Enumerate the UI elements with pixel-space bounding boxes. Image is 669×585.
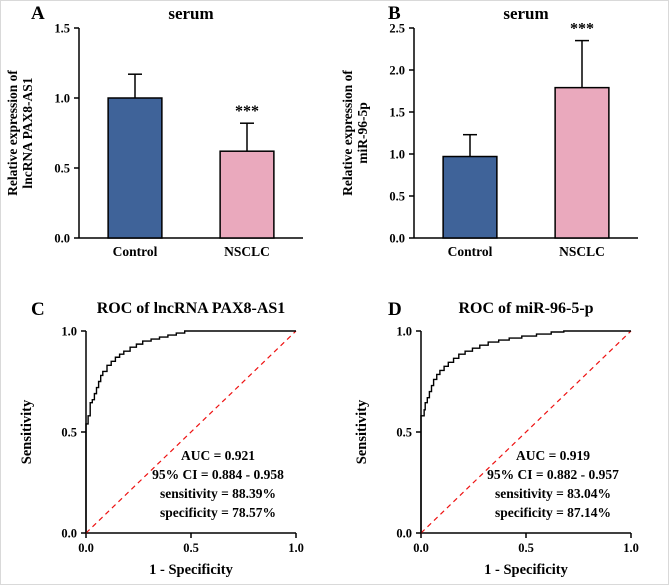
roc-curve [85, 330, 296, 533]
y-tick-label: 1.0 [389, 148, 405, 162]
x-axis-label: 1 - Specificity [484, 562, 569, 578]
x-category-label: Control [448, 244, 493, 259]
bar-control [442, 155, 498, 239]
y-axis-label: Relative expression of [5, 70, 20, 196]
y-axis-label: Relative expression of [340, 70, 355, 196]
roc-curve [420, 330, 631, 533]
stats-annotation-line: sensitivity = 88.39% [160, 486, 276, 501]
stats-annotation-line: sensitivity = 83.04% [495, 486, 611, 501]
y-tick-label: 0.0 [389, 232, 405, 246]
significance-stars: *** [235, 103, 259, 120]
stats-annotation-line: specificity = 78.57% [160, 505, 276, 520]
x-category-label: Control [113, 244, 158, 259]
bar-chart-mir-96-5p: serum 0.0 0.5 1.0 1.5 2.0 2.5 Relative expressi… [340, 4, 638, 259]
x-tick-label: 0.5 [518, 541, 534, 555]
x-category-label: NSCLC [559, 244, 605, 259]
y-tick-label: 1.5 [389, 106, 405, 120]
y-tick-label: 0.5 [396, 426, 412, 440]
y-axis-label: miR-96-5p [355, 102, 370, 164]
y-tick-label: 1.0 [396, 325, 412, 339]
x-tick-label: 1.0 [288, 541, 304, 555]
y-tick-label: 1.5 [54, 22, 70, 36]
stats-annotation-line: 95% CI = 0.884 - 0.958 [152, 467, 284, 482]
y-axis-label: Sensitivity [354, 399, 370, 464]
panel-label-a: A [31, 3, 45, 24]
significance-stars: *** [570, 21, 594, 38]
y-tick-label: 0.5 [389, 190, 405, 204]
bar-nsclc [554, 86, 610, 239]
bar-nsclc [219, 150, 275, 239]
y-tick-label: 1.0 [54, 92, 70, 106]
y-tick-label: 2.5 [389, 22, 405, 36]
roc-curve-pax8-as1: ROC of lncRNA PAX8-AS1 1 - Specificity Sen… [19, 300, 304, 578]
panel-b-serum-mir-96-5p: B serum 0.0 0.5 1.0 1.5 2.0 2.5 Relative expres… [336, 1, 668, 294]
chart-title: serum [168, 4, 213, 23]
y-tick-label: 0.5 [54, 162, 70, 176]
panel-d-roc-mir-96-5p: D ROC of miR-96-5-p 1 - Specificity Sensit… [336, 293, 668, 584]
x-tick-label: 0.0 [413, 541, 429, 555]
x-tick-label: 1.0 [623, 541, 639, 555]
y-tick-label: 0.5 [61, 426, 77, 440]
y-axis-label: Sensitivity [19, 399, 35, 464]
chance-diagonal-line [420, 330, 632, 534]
y-axis-label: lncRNA PAX8-AS1 [20, 77, 35, 188]
stats-annotation-line: AUC = 0.921 [181, 448, 255, 463]
chart-title: ROC of lncRNA PAX8-AS1 [97, 300, 286, 317]
x-axis-label: 1 - Specificity [149, 562, 234, 578]
bar-control [107, 97, 163, 239]
roc-curve-mir-96-5p: ROC of miR-96-5-p 1 - Specificity Sensitiv… [354, 300, 639, 578]
bar-chart-pax8-as1: serum 0.0 0.5 1.0 1.5 Relative expression of l… [5, 4, 303, 259]
panel-c-roc-pax8-as1: C ROC of lncRNA PAX8-AS1 1 - Specificity S… [1, 293, 335, 584]
y-tick-label: 2.0 [389, 64, 405, 78]
stats-annotation-line: AUC = 0.919 [516, 448, 590, 463]
x-tick-label: 0.0 [78, 541, 94, 555]
panel-a-serum-pax8-as1: A serum 0.0 0.5 1.0 1.5 Relative expression o… [1, 1, 335, 294]
panel-label-d: D [388, 299, 402, 320]
y-tick-label: 0.0 [396, 527, 412, 541]
chance-diagonal-line [85, 330, 297, 534]
panel-label-c: C [31, 299, 45, 320]
x-category-label: NSCLC [224, 244, 270, 259]
y-tick-label: 0.0 [61, 527, 77, 541]
chart-title: ROC of miR-96-5-p [458, 300, 593, 317]
panel-label-b: B [388, 3, 401, 24]
x-tick-label: 0.5 [183, 541, 199, 555]
stats-annotation-line: 95% CI = 0.882 - 0.957 [487, 467, 619, 482]
y-tick-label: 1.0 [61, 325, 77, 339]
y-tick-label: 0.0 [54, 232, 70, 246]
chart-title: serum [503, 4, 548, 23]
stats-annotation-line: specificity = 87.14% [495, 505, 611, 520]
